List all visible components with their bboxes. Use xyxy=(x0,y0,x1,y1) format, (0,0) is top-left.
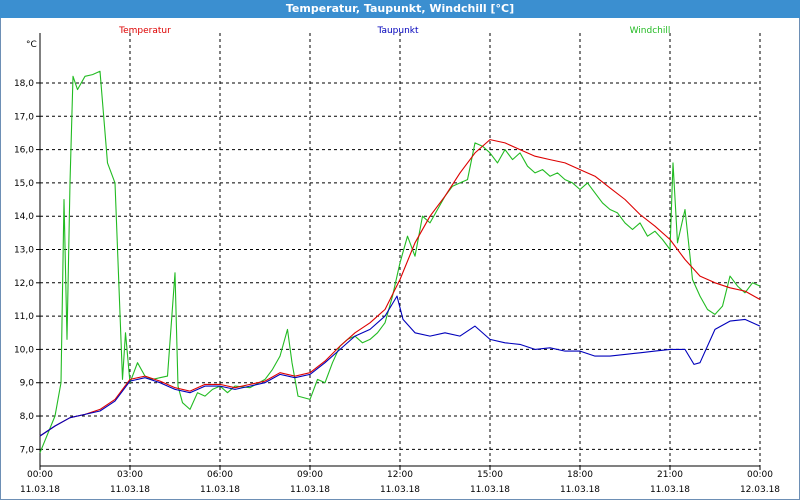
y-tick-label: 12,0 xyxy=(14,279,34,289)
y-tick-label: 17,0 xyxy=(14,112,34,122)
x-tick-time-label: 21:00 xyxy=(657,470,683,480)
x-tick-date-label: 11.03.18 xyxy=(20,485,60,495)
y-tick-label: 13,0 xyxy=(14,246,34,256)
series-line-temperatur xyxy=(39,139,761,437)
x-tick-time-label: 00:00 xyxy=(747,470,773,480)
y-tick-label: 15,0 xyxy=(14,179,34,189)
x-tick-date-label: 11.03.18 xyxy=(470,485,510,495)
x-tick-time-label: 09:00 xyxy=(297,470,323,480)
y-tick-label: 9,0 xyxy=(20,379,35,389)
x-tick-date-label: 12.03.18 xyxy=(740,485,780,495)
y-tick-label: 10,0 xyxy=(14,345,34,355)
x-tick-time-label: 03:00 xyxy=(117,470,143,480)
x-tick-date-label: 11.03.18 xyxy=(560,485,600,495)
x-tick-date-label: 11.03.18 xyxy=(380,485,420,495)
x-tick-time-label: 06:00 xyxy=(207,470,233,480)
legend-temperatur: Temperatur xyxy=(118,26,171,36)
series-line-taupunkt xyxy=(39,295,761,437)
x-tick-time-label: 12:00 xyxy=(387,470,413,480)
chart-title: Temperatur, Taupunkt, Windchill [°C] xyxy=(0,0,800,18)
y-axis-unit-label: °C xyxy=(26,40,37,50)
legend-windchill: Windchill xyxy=(630,26,671,36)
y-tick-label: 14,0 xyxy=(14,212,34,222)
x-tick-time-label: 15:00 xyxy=(477,470,503,480)
y-tick-label: 7,0 xyxy=(20,445,35,455)
x-tick-date-label: 11.03.18 xyxy=(200,485,240,495)
x-tick-time-label: 00:00 xyxy=(27,470,53,480)
y-tick-label: 16,0 xyxy=(14,146,34,156)
x-tick-date-label: 11.03.18 xyxy=(290,485,330,495)
legend-taupunkt: Taupunkt xyxy=(376,26,419,36)
y-tick-label: 11,0 xyxy=(14,312,34,322)
x-tick-date-label: 11.03.18 xyxy=(110,485,150,495)
y-tick-label: 8,0 xyxy=(20,412,35,422)
x-tick-time-label: 18:00 xyxy=(567,470,593,480)
series-line-windchill xyxy=(39,70,761,453)
y-tick-label: 18,0 xyxy=(14,79,34,89)
x-tick-date-label: 11.03.18 xyxy=(650,485,690,495)
